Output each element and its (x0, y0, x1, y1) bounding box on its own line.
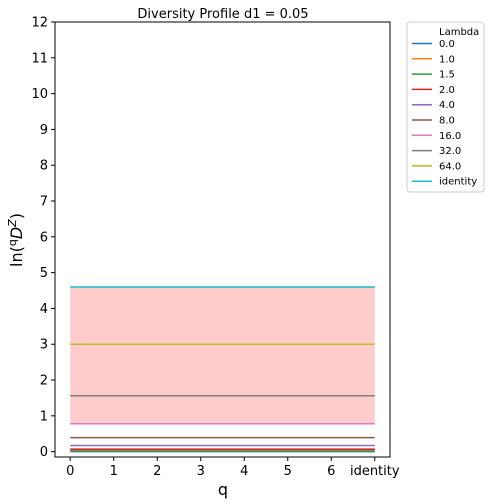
legend: Lambda 0.0 1.0 1.5 2.0 4.0 8.0 16.0 32.0 64.0 ide… (406, 21, 485, 193)
y-tick-label: 6 (40, 230, 48, 245)
y-tick-label: 2 (40, 374, 48, 389)
x-tick-label: 4 (240, 464, 248, 479)
y-tick-label: 3 (40, 338, 48, 353)
legend-title: Lambda (439, 27, 479, 38)
x-axis-label: q (218, 480, 228, 499)
x-tick-label: 3 (197, 464, 205, 479)
legend-label: 1.0 (439, 54, 455, 65)
y-tick-label: 11 (31, 51, 48, 66)
legend-label: 8.0 (439, 116, 455, 127)
x-tick-label: 5 (284, 464, 292, 479)
y-axis-label: ln(qDZ) (6, 213, 27, 267)
x-tick-label: identity (350, 464, 400, 479)
legend-entries: 0.0 1.0 1.5 2.0 4.0 8.0 16.0 32.0 64.0 identity (412, 39, 477, 188)
plot-area (54, 21, 391, 458)
series-layer (70, 286, 375, 453)
y-tick-label: 4 (40, 302, 48, 317)
y-tick-label: 9 (40, 123, 48, 138)
legend-label: identity (439, 177, 477, 188)
x-tick-label: 6 (327, 464, 335, 479)
legend-label: 0.0 (439, 39, 455, 50)
y-tick-label: 0 (40, 445, 48, 460)
legend-label: 64.0 (439, 161, 461, 172)
plot-frame (54, 21, 391, 458)
x-tick-label: 2 (153, 464, 161, 479)
y-tick-label: 7 (40, 195, 48, 210)
band-layer (70, 286, 375, 424)
legend-label: 2.0 (439, 85, 455, 96)
legend-label: 1.5 (439, 70, 455, 81)
y-tick-label: 12 (31, 16, 48, 31)
legend-frame (406, 21, 485, 193)
y-tick-label: 10 (31, 87, 48, 102)
x-tick-label: 1 (110, 464, 118, 479)
legend-label: 32.0 (439, 146, 461, 157)
x-tick-label: 0 (66, 464, 74, 479)
y-tick-label: 5 (40, 266, 48, 281)
chart-title: Diversity Profile d1 = 0.05 (137, 7, 308, 22)
x-axis: 0 1 2 3 4 5 6 identity (66, 457, 400, 479)
legend-label: 4.0 (439, 100, 455, 111)
legend-label: 16.0 (439, 131, 461, 142)
y-tick-label: 1 (40, 409, 48, 424)
shaded-band (70, 286, 375, 424)
y-tick-label: 8 (40, 159, 48, 174)
